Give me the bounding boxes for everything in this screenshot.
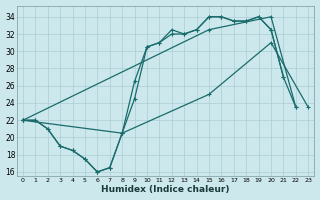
X-axis label: Humidex (Indice chaleur): Humidex (Indice chaleur) xyxy=(101,185,230,194)
